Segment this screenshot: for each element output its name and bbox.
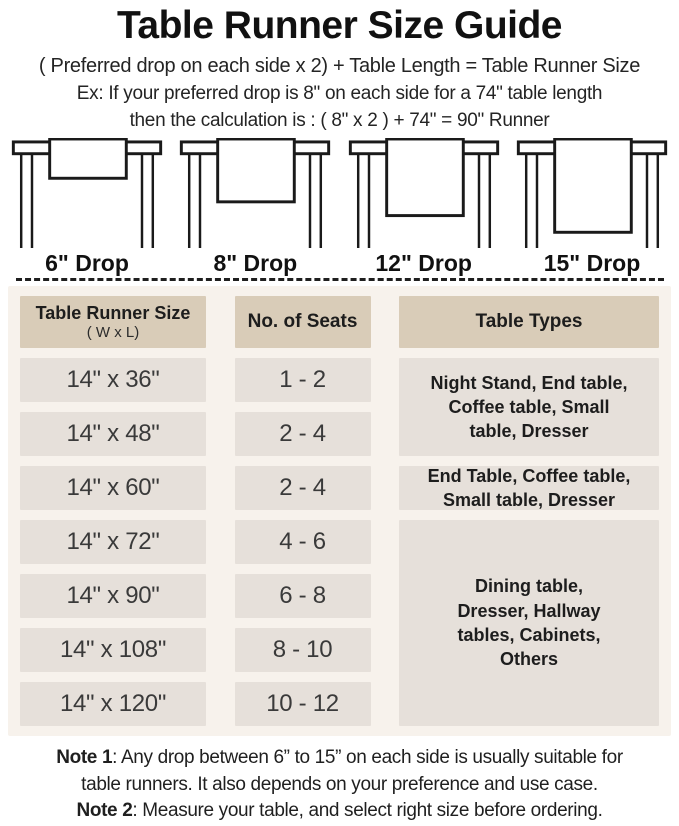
diagram-6in-drop: 6" Drop	[6, 138, 168, 276]
seats-cell: 1 - 2	[234, 358, 371, 402]
size-cell: 14" x 48"	[20, 412, 206, 456]
dashed-divider	[15, 278, 664, 281]
drop-label: 6" Drop	[45, 250, 129, 276]
seats-cell: 6 - 8	[234, 574, 371, 618]
drop-label: 15" Drop	[543, 250, 641, 276]
runner-shape	[384, 138, 465, 218]
drop-label: 8" Drop	[213, 250, 298, 276]
seats-cell: 10 - 12	[234, 682, 371, 726]
size-cell: 14" x 108"	[20, 628, 206, 672]
example-line-1: Ex: If your preferred drop is 8" on each…	[76, 83, 603, 104]
header-runner-size-subtitle: ( W x L)	[86, 324, 140, 341]
header-runner-size-title: Table Runner Size	[35, 303, 191, 323]
header-no-of-seats: No. of Seats	[234, 296, 371, 348]
table-legs	[188, 153, 323, 248]
runner-shape	[48, 138, 128, 180]
table-diagram-icon	[180, 138, 331, 248]
drop-diagrams: 6" Drop 8" Drop 12" Dr	[0, 134, 679, 276]
header-runner-size: Table Runner Size ( W x L)	[20, 296, 206, 348]
size-cell: 14" x 120"	[20, 682, 206, 726]
seats-cell: 2 - 4	[234, 466, 371, 510]
runner-shape	[553, 138, 633, 234]
size-cell: 14" x 90"	[20, 574, 206, 618]
table-legs	[524, 153, 660, 248]
diagram-8in-drop: 8" Drop	[174, 138, 336, 276]
example-line-2: then the calculation is : ( 8" x 2 ) + 7…	[129, 110, 550, 131]
table-legs	[19, 153, 155, 248]
size-table-panel: Table Runner Size ( W x L) No. of Seats …	[8, 286, 671, 736]
note-2: Note 2: Measure your table, and select r…	[4, 798, 675, 825]
size-cell: 14" x 36"	[20, 358, 206, 402]
header-table-types: Table Types	[399, 296, 659, 348]
note-1-text: : Any drop between 6” to 15” on each sid…	[81, 747, 623, 795]
diagram-12in-drop: 12" Drop	[343, 138, 505, 276]
table-diagram-icon	[11, 138, 163, 248]
runner-shape	[216, 138, 297, 204]
guide-header: Table Runner Size Guide ( Preferred drop…	[0, 0, 679, 134]
size-cell: 14" x 60"	[20, 466, 206, 510]
type-cell: Night Stand, End table, Coffee table, Sm…	[399, 358, 659, 456]
formula-text: ( Preferred drop on each side x 2) + Tab…	[38, 55, 641, 77]
note-2-label: Note 2	[76, 800, 133, 821]
diagram-15in-drop: 15" Drop	[511, 138, 673, 276]
type-cell: Dining table, Dresser, Hallway tables, C…	[399, 520, 659, 726]
table-legs	[356, 153, 491, 248]
seats-cell: 4 - 6	[234, 520, 371, 564]
page-title: Table Runner Size Guide	[116, 4, 563, 47]
table-diagram-icon	[516, 138, 668, 248]
size-table: Table Runner Size ( W x L) No. of Seats …	[20, 296, 659, 726]
note-1-label: Note 1	[56, 747, 113, 768]
drop-label: 12" Drop	[375, 250, 472, 276]
size-cell: 14" x 72"	[20, 520, 206, 564]
notes-section: Note 1: Any drop between 6” to 15” on ea…	[0, 745, 679, 825]
note-2-text: : Measure your table, and select right s…	[132, 800, 603, 821]
table-diagram-icon	[348, 138, 499, 248]
type-cell: End Table, Coffee table, Small table, Dr…	[399, 466, 659, 510]
note-1: Note 1: Any drop between 6” to 15” on ea…	[4, 745, 675, 798]
seats-cell: 2 - 4	[234, 412, 371, 456]
seats-cell: 8 - 10	[234, 628, 371, 672]
